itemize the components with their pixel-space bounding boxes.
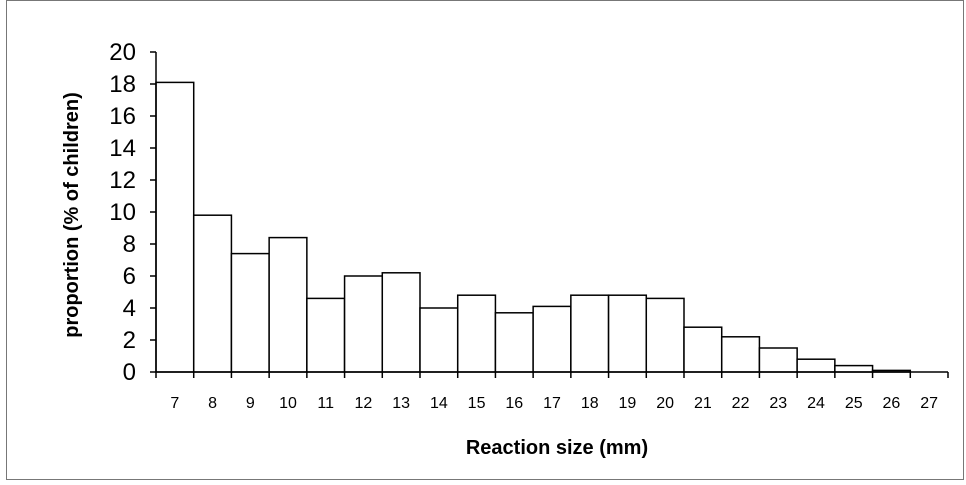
y-tick-label-14: 14 bbox=[109, 135, 136, 162]
bar-22 bbox=[720, 336, 761, 373]
bar-21 bbox=[683, 326, 723, 373]
x-tick-label-9: 9 bbox=[246, 395, 255, 412]
bar-9 bbox=[230, 252, 270, 373]
bar-17 bbox=[532, 305, 572, 373]
x-tick-label-16: 16 bbox=[505, 395, 523, 412]
bar-25 bbox=[834, 364, 874, 373]
x-tick-label-15: 15 bbox=[468, 395, 486, 412]
x-tick-label-17: 17 bbox=[543, 395, 561, 412]
x-tick-label-8: 8 bbox=[208, 395, 217, 412]
bar-18 bbox=[570, 294, 610, 373]
x-tick-label-27: 27 bbox=[920, 395, 938, 412]
x-tick-label-22: 22 bbox=[732, 395, 750, 412]
x-tick-label-20: 20 bbox=[656, 395, 674, 412]
x-tick-label-13: 13 bbox=[392, 395, 410, 412]
y-tick-label-12: 12 bbox=[109, 167, 136, 194]
bar-14 bbox=[419, 307, 459, 373]
x-tick-label-24: 24 bbox=[807, 395, 825, 412]
y-tick-label-0: 0 bbox=[123, 359, 136, 386]
bars bbox=[155, 81, 912, 373]
bar-11 bbox=[306, 297, 346, 373]
y-tick-label-4: 4 bbox=[123, 295, 136, 322]
bar-15 bbox=[456, 294, 497, 373]
x-tick-label-14: 14 bbox=[430, 395, 448, 412]
x-tick-label-11: 11 bbox=[317, 395, 334, 412]
y-tick-label-16: 16 bbox=[109, 103, 136, 130]
x-tick-label-21: 21 bbox=[694, 395, 712, 412]
y-tick-label-8: 8 bbox=[123, 231, 136, 258]
x-tick-label-25: 25 bbox=[845, 395, 863, 412]
y-tick-label-18: 18 bbox=[109, 71, 136, 98]
bar-7 bbox=[155, 81, 195, 373]
x-tick-label-7: 7 bbox=[170, 395, 179, 412]
bar-8 bbox=[192, 214, 233, 373]
x-tick-label-10: 10 bbox=[279, 395, 297, 412]
y-axis: 0 2 4 6 8 10 12 14 16 18 20 bbox=[109, 39, 157, 386]
bar-10 bbox=[268, 236, 308, 373]
x-tick-label-26: 26 bbox=[883, 395, 901, 412]
chart-frame: 0 2 4 6 8 10 12 14 16 18 20 7 8 9 10 11 12 13 14 15 16 17 18 1… bbox=[6, 0, 964, 480]
y-axis-title: proportion (% of children) bbox=[61, 92, 83, 338]
y-tick-label-10: 10 bbox=[109, 199, 136, 226]
bar-13 bbox=[381, 272, 421, 373]
x-axis-title: Reaction size (mm) bbox=[466, 437, 648, 459]
y-tick-label-6: 6 bbox=[123, 263, 136, 290]
x-tick-label-23: 23 bbox=[769, 395, 787, 412]
y-tick-label-2: 2 bbox=[123, 327, 136, 354]
y-tick-label-20: 20 bbox=[109, 39, 136, 66]
bar-20 bbox=[645, 297, 685, 373]
bar-19 bbox=[607, 294, 648, 373]
x-tick-label-12: 12 bbox=[355, 395, 373, 412]
bar-12 bbox=[343, 275, 384, 373]
x-tick-label-18: 18 bbox=[581, 395, 599, 412]
bar-16 bbox=[494, 312, 534, 373]
bar-24 bbox=[796, 358, 836, 373]
x-tick-label-19: 19 bbox=[619, 395, 637, 412]
x-axis: 7 8 9 10 11 12 13 14 15 16 17 18 19 20 21 22 23 24 25 26 27 bbox=[155, 371, 949, 412]
bar-23 bbox=[758, 347, 798, 373]
